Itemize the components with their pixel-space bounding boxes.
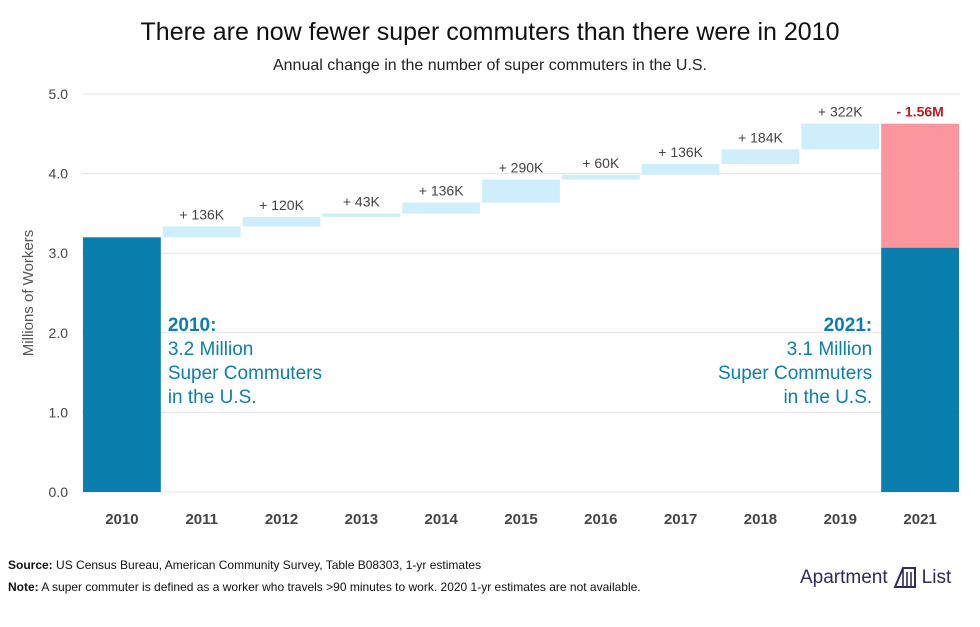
annotation-2010-line: in the U.S. — [168, 387, 257, 408]
annotation-2021-line: Super Commuters — [718, 363, 872, 384]
y-tick-label: 4.0 — [49, 166, 69, 182]
x-tick-label: 2017 — [664, 511, 697, 528]
bar-total-2021 — [881, 247, 959, 492]
x-tick-label: 2015 — [504, 511, 537, 528]
annotation-2021-line: in the U.S. — [783, 387, 872, 408]
source-label: Source: — [8, 558, 53, 572]
bar-increase-2017 — [641, 163, 720, 175]
bar-decrease-2021 — [881, 123, 959, 248]
note-text: A super commuter is defined as a worker … — [38, 580, 641, 594]
bar-increase-2011 — [162, 226, 241, 238]
chart-subtitle: Annual change in the number of super com… — [272, 57, 707, 74]
bar-increase-2019 — [801, 123, 880, 150]
source-text: US Census Bureau, American Community Sur… — [52, 558, 482, 572]
y-tick-label: 3.0 — [49, 245, 69, 261]
bar-increase-2013 — [322, 213, 401, 217]
annotation-2021-heading: 2021: — [824, 315, 873, 336]
source-note: Source: US Census Bureau, American Commu… — [8, 558, 481, 572]
waterfall-chart: 0.0 1.0 2.0 3.0 4.0 5.0 Millions of Workers + 1… — [20, 86, 960, 528]
apartment-list-logo: Apartment List — [800, 565, 951, 591]
chart-title: There are now fewer super commuters than… — [140, 18, 840, 46]
x-tick-label: 2010 — [105, 511, 138, 528]
bar-increase-2016 — [561, 174, 640, 180]
bar-increase-2014 — [402, 202, 481, 214]
note-label: Note: — [8, 580, 39, 594]
y-tick-label: 5.0 — [49, 86, 69, 102]
y-tick-label: 2.0 — [49, 325, 69, 341]
change-label-2016: + 60K — [582, 155, 620, 171]
x-tick-label: 2021 — [903, 511, 936, 528]
building-icon — [893, 567, 916, 588]
logo-word-list: List — [921, 567, 952, 588]
x-tick-label: 2018 — [744, 511, 777, 528]
annotation-2010-heading: 2010: — [168, 315, 217, 336]
y-tick-label: 1.0 — [49, 404, 69, 420]
change-label-2013: + 43K — [343, 193, 381, 209]
bar-increase-2018 — [721, 149, 800, 164]
y-tick-label: 0.0 — [49, 484, 69, 500]
x-tick-label: 2013 — [345, 511, 378, 528]
x-tick-label: 2019 — [824, 511, 857, 528]
annotation-2010-line: Super Commuters — [168, 363, 322, 384]
change-label-2015: + 290K — [499, 160, 544, 176]
change-label-2017: + 136K — [658, 144, 703, 160]
bar-increase-2015 — [482, 179, 560, 203]
change-label-2021: - 1.56M — [896, 104, 943, 120]
x-tick-label: 2012 — [265, 511, 298, 528]
annotation-2010-line: 3.2 Million — [168, 339, 254, 360]
change-label-2018: + 184K — [738, 129, 783, 145]
bar-total-2010 — [83, 237, 161, 492]
x-tick-label: 2014 — [424, 511, 458, 528]
change-label-2012: + 120K — [259, 197, 304, 213]
x-tick-label: 2016 — [584, 511, 617, 528]
y-axis-label: Millions of Workers — [20, 230, 37, 356]
bar-increase-2012 — [242, 216, 321, 227]
logo-word-apartment: Apartment — [800, 567, 888, 588]
definition-note: Note: A super commuter is defined as a w… — [8, 580, 641, 594]
x-tick-label: 2011 — [185, 511, 218, 528]
annotation-2021-line: 3.1 Million — [787, 339, 873, 360]
change-label-2014: + 136K — [419, 183, 464, 199]
change-label-2011: + 136K — [179, 206, 224, 222]
change-label-2019: + 322K — [818, 104, 863, 120]
